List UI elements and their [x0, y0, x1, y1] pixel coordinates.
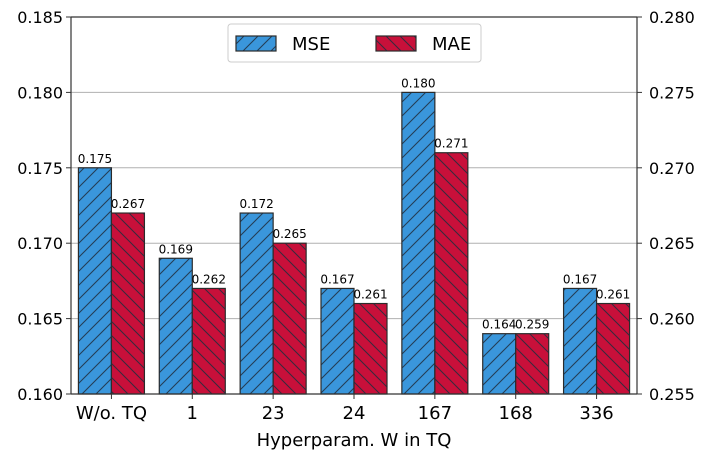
bar-value-label: 0.259 [515, 318, 549, 332]
bar-value-label: 0.172 [239, 197, 273, 211]
bar-hatch-mse [240, 213, 274, 394]
bar-value-labels: 0.175 0.267 0.169 0.262 0.172 0.265 0.167 0.261… [78, 76, 631, 331]
legend-label-mae: MAE [432, 34, 471, 55]
legend-swatch-hatch-mse [236, 36, 276, 51]
bar-hatch-mae [354, 303, 387, 394]
bar-value-label: 0.267 [111, 197, 145, 211]
bar-value-label: 0.180 [401, 76, 435, 90]
x-tick-label: 24 [343, 403, 366, 424]
bar-value-label: 0.262 [192, 272, 226, 286]
y-tick-label-right: 0.255 [649, 385, 695, 404]
bar-hatch-mae [596, 303, 630, 394]
y-tick-label-left: 0.165 [17, 310, 63, 329]
legend-label-mse: MSE [292, 34, 330, 55]
bar-hatch-mse [78, 167, 112, 394]
y-tick-label-right: 0.275 [649, 83, 695, 102]
y-tick-label-left: 0.170 [17, 234, 63, 253]
legend: MSE MAE [227, 23, 482, 63]
bar-hatch-mae [434, 152, 468, 394]
bar-hatch-mae [273, 243, 307, 394]
x-tick-label: 1 [187, 403, 198, 424]
bar-hatch-mae [515, 333, 549, 394]
bar-value-label: 0.167 [563, 272, 597, 286]
y-tick-label-left: 0.185 [17, 8, 63, 27]
bar-value-label: 0.167 [320, 272, 354, 286]
bar-hatch-mse [321, 288, 354, 394]
bar-hatch-mae [192, 288, 226, 394]
legend-box [227, 23, 482, 63]
bar-hatch-mse [159, 258, 193, 394]
bar-value-label: 0.175 [78, 152, 112, 166]
bar-value-label: 0.265 [272, 227, 306, 241]
y-tick-label-right: 0.270 [649, 159, 695, 178]
legend-swatch-hatch-mae [376, 36, 416, 51]
y-tick-label-left: 0.180 [17, 83, 63, 102]
x-axis-label: Hyperparam. W in TQ [257, 430, 452, 451]
x-tick-label: 167 [418, 403, 452, 424]
y-tick-label-left: 0.160 [17, 385, 63, 404]
bar-hatch-mae [111, 213, 145, 394]
bar-hatch-mse [401, 92, 435, 395]
bar-value-label: 0.271 [434, 137, 468, 151]
x-tick-label: W/o. TQ [76, 403, 147, 424]
bar-value-label: 0.261 [596, 288, 630, 302]
y-tick-label-right: 0.265 [649, 234, 695, 253]
y-tick-label-left: 0.175 [17, 159, 63, 178]
x-tick-label: 336 [579, 403, 613, 424]
bar-value-label: 0.169 [159, 242, 193, 256]
x-tick-label: 168 [499, 403, 533, 424]
bar-value-label: 0.164 [482, 318, 516, 332]
axes: W/o. TQ 1 23 24 167 168 336 0.160 0.165 0.170 0.17… [17, 8, 695, 451]
bar-value-label: 0.261 [353, 288, 387, 302]
bar-hatch-mse [563, 288, 597, 394]
x-tick-label: 23 [262, 403, 285, 424]
y-tick-label-right: 0.260 [649, 310, 695, 329]
y-tick-label-right: 0.280 [649, 8, 695, 27]
bar-hatch-mse [482, 333, 516, 394]
